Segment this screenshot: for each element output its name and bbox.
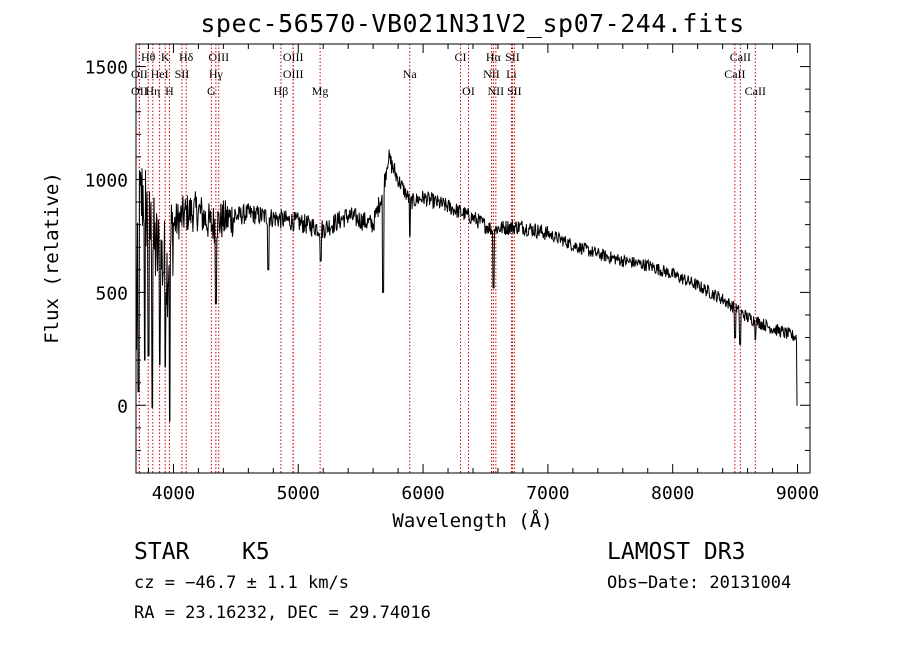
line-marker-label: NII	[488, 84, 505, 98]
x-tick-label: 4000	[152, 483, 195, 504]
x-tick-label: 7000	[526, 483, 569, 504]
line-marker-label: Hα	[486, 50, 502, 64]
line-marker-label: Na	[403, 67, 418, 81]
x-axis-label: Wavelength (Å)	[392, 510, 553, 532]
y-tick-label: 1000	[85, 170, 128, 191]
line-marker-label: OIII	[208, 50, 229, 64]
spectrum-line	[135, 149, 798, 422]
line-marker-label: Hβ	[274, 84, 289, 98]
object-subclass: K5	[242, 539, 270, 565]
line-marker-label: Hδ	[179, 50, 194, 64]
line-marker-label: G	[207, 84, 216, 98]
chart-title: spec-56570-VB021N31V2_sp07-244.fits	[200, 9, 745, 38]
spectrum-series	[135, 149, 798, 422]
line-marker-label: CI	[455, 50, 467, 64]
line-marker-label: HeI	[151, 67, 169, 81]
line-marker-label: CaII	[724, 67, 745, 81]
line-marker-label: CaII	[745, 84, 766, 98]
line-marker-label: H	[165, 84, 174, 98]
redshift-cz: cz = −46.7 ± 1.1 km/s	[134, 573, 349, 593]
line-marker-label: OIII	[283, 50, 304, 64]
line-marker-label: OI	[462, 84, 475, 98]
line-marker-label: Mg	[312, 84, 329, 98]
line-marker-label: OII	[131, 84, 148, 98]
plot-axes: 4000 5000 6000 7000 8000 9000 0 500 1000 1500	[85, 43, 819, 504]
line-marker-label: SII	[507, 84, 522, 98]
line-marker-label: Hθ	[141, 50, 156, 64]
observation-date: Obs−Date: 20131004	[607, 573, 792, 593]
line-marker-label: SII	[175, 67, 190, 81]
survey-name: LAMOST DR3	[607, 539, 746, 565]
x-tick-label: 9000	[776, 483, 819, 504]
y-tick-label: 0	[117, 396, 128, 417]
x-tick-label: 5000	[277, 483, 320, 504]
line-marker-label: Hγ	[209, 67, 224, 81]
x-tick-label: 8000	[651, 483, 694, 504]
ra-dec-coordinates: RA = 23.16232, DEC = 29.74016	[134, 603, 431, 623]
line-marker-label: OII	[131, 67, 148, 81]
line-marker-label: OIII	[283, 67, 304, 81]
line-marker-label: NII	[483, 67, 500, 81]
y-tick-label: 1500	[85, 58, 128, 79]
line-marker-label: Hη	[145, 84, 160, 98]
plot-frame	[135, 43, 811, 474]
object-class: STAR	[134, 539, 190, 565]
line-marker-label: CaII	[730, 50, 751, 64]
line-marker-label: SII	[505, 50, 520, 64]
line-marker-label: Li	[506, 67, 517, 81]
line-marker-label: K	[161, 50, 170, 64]
x-tick-label: 6000	[401, 483, 444, 504]
y-axis-label: Flux (relative)	[41, 172, 63, 344]
y-tick-label: 500	[95, 283, 128, 304]
